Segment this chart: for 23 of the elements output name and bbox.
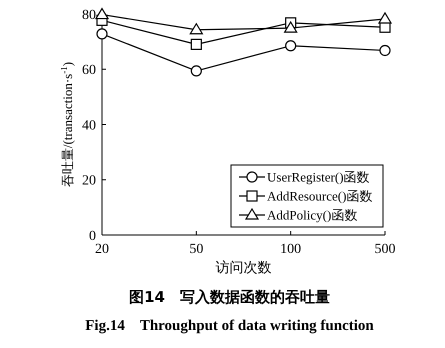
x-tick-label: 500 [374,242,396,257]
point [378,12,392,24]
x-tick-label: 100 [280,242,302,257]
y-tick-label: 20 [82,174,96,189]
point [284,21,298,33]
text: Fig.14 Throughput of data writing function [85,318,374,334]
y-tick-label: 40 [82,118,96,134]
point [285,40,296,52]
point [96,28,108,40]
x-axis-title: 访问次数 [216,260,272,276]
legend-label: AddPolicy()函数 [267,208,358,223]
legend-label: UserRegister()函数 [267,170,370,185]
x-tick-label: 20 [95,242,109,257]
y-tick-label: 0 [89,228,96,244]
point [379,44,391,56]
point [190,23,203,34]
y-tick-label: 60 [82,63,96,78]
point [190,38,202,50]
x-tick-label: 50 [189,242,204,257]
text: 图14 写入数据函数的吞吐量 [129,288,330,306]
y-tick-label: 80 [82,8,96,23]
point [190,65,202,77]
legend-label: AddResource()函数 [267,188,372,204]
